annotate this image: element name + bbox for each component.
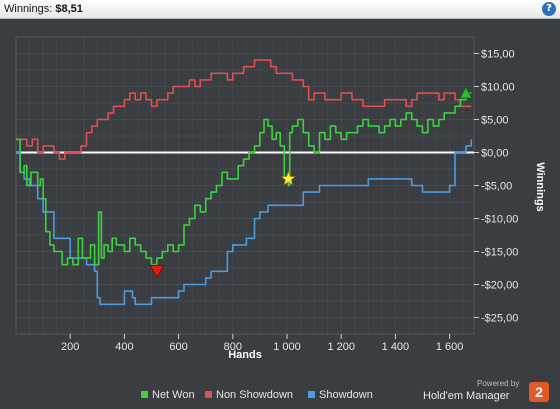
x-tick-label: 1 400 xyxy=(382,341,410,353)
x-tick-label: 600 xyxy=(169,341,187,353)
x-tick-label: 1 000 xyxy=(273,341,301,353)
winnings-value: $8,51 xyxy=(55,3,83,15)
star-marker-icon xyxy=(280,171,296,186)
legend-swatch-net-won xyxy=(141,390,148,398)
x-tick-label: 800 xyxy=(224,341,242,353)
legend-showdown[interactable]: Showdown xyxy=(308,389,373,401)
y-tick-label: -$15,00 xyxy=(481,247,518,259)
x-tick-label: 200 xyxy=(61,341,79,353)
legend-net-won[interactable]: Net Won xyxy=(141,389,195,401)
non-showdown-line xyxy=(16,59,472,160)
powered-by-text: Powered by xyxy=(477,379,520,388)
help-icon[interactable]: ? xyxy=(542,2,556,16)
legend-non-showdown[interactable]: Non Showdown xyxy=(205,389,293,401)
legend-label-showdown: Showdown xyxy=(319,389,373,401)
legend-swatch-non-showdown xyxy=(205,390,212,398)
x-tick-label: 400 xyxy=(115,341,133,353)
y-tick-label: -$5,00 xyxy=(481,181,512,193)
legend-label-non-showdown: Non Showdown xyxy=(216,389,294,401)
y-tick-label: $10,00 xyxy=(481,82,515,94)
min-marker-triangle-down-icon xyxy=(149,264,165,279)
winnings-chart: 200 400 600 800 1 000 1 200 1 400 1 600 $15,00$… xyxy=(15,36,546,361)
y-tick-label: $15,00 xyxy=(481,49,515,61)
winnings-label: Winnings: xyxy=(4,3,53,15)
x-axis-ticks: 200 400 600 800 1 000 1 200 1 400 1 600 xyxy=(61,334,463,353)
x-tick-label: 1 200 xyxy=(327,341,355,353)
winnings-header: Winnings: $8,51 ? xyxy=(0,0,560,19)
y-tick-label: -$25,00 xyxy=(481,313,518,325)
y-axis-label: Winnings xyxy=(534,162,546,211)
y-tick-label: -$10,00 xyxy=(481,214,518,226)
y-tick-label: -$20,00 xyxy=(481,280,518,292)
chart-markers xyxy=(149,86,473,279)
showdown-line xyxy=(16,139,473,306)
brand-name: Hold'em Manager xyxy=(423,390,510,402)
chart-series xyxy=(16,59,474,306)
max-marker-triangle-up-icon xyxy=(459,86,473,99)
net-won-line xyxy=(16,92,472,266)
y-tick-label: $0,00 xyxy=(481,148,509,160)
brand-logo-icon: 2 xyxy=(529,382,549,402)
chart-grid xyxy=(15,36,475,335)
winnings-summary: Winnings: $8,51 xyxy=(4,0,83,18)
legend-swatch-showdown xyxy=(308,390,315,398)
y-tick-label: $5,00 xyxy=(481,115,509,127)
x-tick-label: 1 600 xyxy=(436,341,464,353)
x-axis-label: Hands xyxy=(228,349,262,361)
legend-label-net-won: Net Won xyxy=(152,389,195,401)
y-axis-ticks: $15,00 $10,00 $5,00 $0,00 -$5,00 -$10,00 -$15,… xyxy=(474,49,518,325)
